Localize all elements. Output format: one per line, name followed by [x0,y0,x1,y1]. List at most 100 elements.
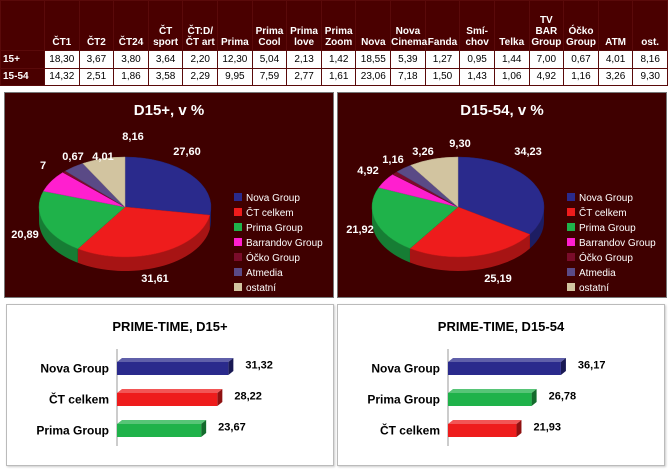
table-row: 15-54 14,32 2,51 1,86 3,58 2,29 9,95 7,59 2,77 1,… [0,67,668,86]
table-cell: 3,58 [147,67,184,86]
table-header-line: Prima [324,26,353,37]
table-cell: 14,32 [44,67,80,86]
table-cell: 1,16 [563,67,599,86]
bar-end [560,358,566,375]
bar-end [201,420,207,437]
legend-label: Barrandov Group [579,238,656,249]
pie-value-label: 7 [40,160,46,172]
pie-value-label: 21,92 [346,224,374,236]
table-row-label: 15-54 [0,67,45,86]
pie-value-label: 25,19 [484,273,512,285]
bar [448,393,532,406]
table-header-line: chov [465,37,489,48]
pie-value-label: 20,89 [11,229,39,241]
legend-swatch [567,193,575,201]
table-row: 15+ 18,30 3,67 3,80 3,64 2,20 12,30 5,04 2,13 1,4… [0,50,668,69]
table-header-cell: TV BAR Group [528,0,565,51]
legend-label: Óčko Group [246,251,300,264]
pie-value-label: 3,26 [412,146,433,158]
pie-slice-ostatn- [82,156,126,208]
pie-chart-d15plus: D15+, v % 27,60 31,61 20,89 7 0,67 4,01 8,16 Nov… [11,102,323,294]
pie-legend: Nova Group ČT celkem Prima Group Barrandov … [234,193,323,294]
pie-value-label: 1,16 [382,154,403,166]
legend-label: Barrandov Group [246,238,323,249]
pie-slice-side [372,207,410,263]
bar [448,362,561,375]
pie-slice-prima-group [371,187,459,249]
pie-value-label: 27,60 [173,146,201,158]
table-cell: 7,00 [528,50,565,69]
share-table-grid: ČT1 ČT2 ČT24 ČT sport ČT:D/ČT art Prima Prima Co… [0,0,668,86]
table-cell: 3,26 [597,67,634,86]
bar-end [217,389,223,406]
legend-swatch [567,238,575,246]
bar-category-label: Nova Group [40,362,109,376]
table-cell: 1,50 [424,67,461,86]
table-header-cell: Telka [493,0,530,51]
share-table: ČT1 ČT2 ČT24 ČT sport ČT:D/ČT art Prima Prima Co… [0,0,668,86]
table-header-line: Group [565,37,596,48]
legend-swatch [234,193,242,201]
table-header-cell: ost. [632,0,668,51]
table-header-line: ČT24 [118,37,144,48]
table-cell: 8,16 [632,50,668,69]
bar-value-label: 23,67 [218,422,246,434]
table-header-line: ost. [641,37,660,48]
pie-sides [372,207,544,271]
legend-swatch [567,223,575,231]
pie-slice-side [77,215,210,271]
table-header-line: Prima [255,26,284,37]
legend-label: ostatní [579,283,609,294]
legend-swatch [234,208,242,216]
table-cell: 2,77 [286,67,322,86]
table-header-cell: ČT24 [113,0,149,51]
legend-swatch [567,283,575,291]
legend-swatch [234,223,242,231]
table-header-cell: Nova [355,0,392,51]
table-cell: 1,43 [459,67,495,86]
bar-value-label: 31,32 [245,360,273,372]
table-header-cell: Prima Zoom [320,0,357,51]
table-cell: 23,06 [355,67,392,86]
table-header-row: ČT1 ČT2 ČT24 ČT sport ČT:D/ČT art Prima Prima Co… [0,0,668,51]
table-cell: 18,30 [44,50,80,69]
pie-chart-d15-54: D15-54, v % 34,23 25,19 21,92 4,92 1,16 3,26 9,… [346,102,656,294]
table-header-line: sport [153,37,179,48]
pie-slice--t-celkem [409,206,531,258]
table-header-line: ČT:D/ [187,26,214,37]
legend-label: Prima Group [246,223,303,234]
legend-label: ČT celkem [579,206,627,219]
bar-category-label: ČT celkem [49,392,109,407]
pie-slice--t-celkem [77,206,211,258]
table-cell: 3,64 [147,50,184,69]
bar [448,424,517,437]
bar [117,393,218,406]
bar-category-label: Prima Group [367,393,440,407]
bar-chart-prime-d15plus: PRIME-TIME, D15+ Nova Group 31,32 ČT celkem… [36,319,273,446]
table-cell: 9,30 [632,67,668,86]
table-corner [0,0,45,51]
table-cell: 1,27 [424,50,461,69]
table-header-line: Telka [499,37,525,48]
bar-top [448,358,566,362]
bar-end [531,389,537,406]
pie-slice-side [409,234,530,271]
legend-swatch [234,253,242,261]
bar-panel-prime-d15-54: PRIME-TIME, D15-54 Nova Group 36,17 Prima G… [337,304,665,466]
bar-chart-prime-d15-54: PRIME-TIME, D15-54 Nova Group 36,17 Prima G… [367,319,606,446]
pie-slice-side [529,207,544,249]
table-header-line: love [294,37,315,48]
pie-slice-nova-group [124,156,212,216]
table-header-cell: ČT sport [147,0,184,51]
bar-value-label: 36,17 [578,360,606,372]
legend-swatch [567,208,575,216]
legend-label: ČT celkem [246,206,294,219]
bar-top [117,389,223,393]
table-header-line: Group [531,37,562,48]
table-header-cell: ČT2 [78,0,115,51]
bar-title: PRIME-TIME, D15-54 [438,319,565,334]
table-header-cell: Smí-chov [459,0,495,51]
table-cell: 4,92 [528,67,565,86]
table-header-line: Fanda [427,37,458,48]
table-header-line: Cool [258,37,281,48]
